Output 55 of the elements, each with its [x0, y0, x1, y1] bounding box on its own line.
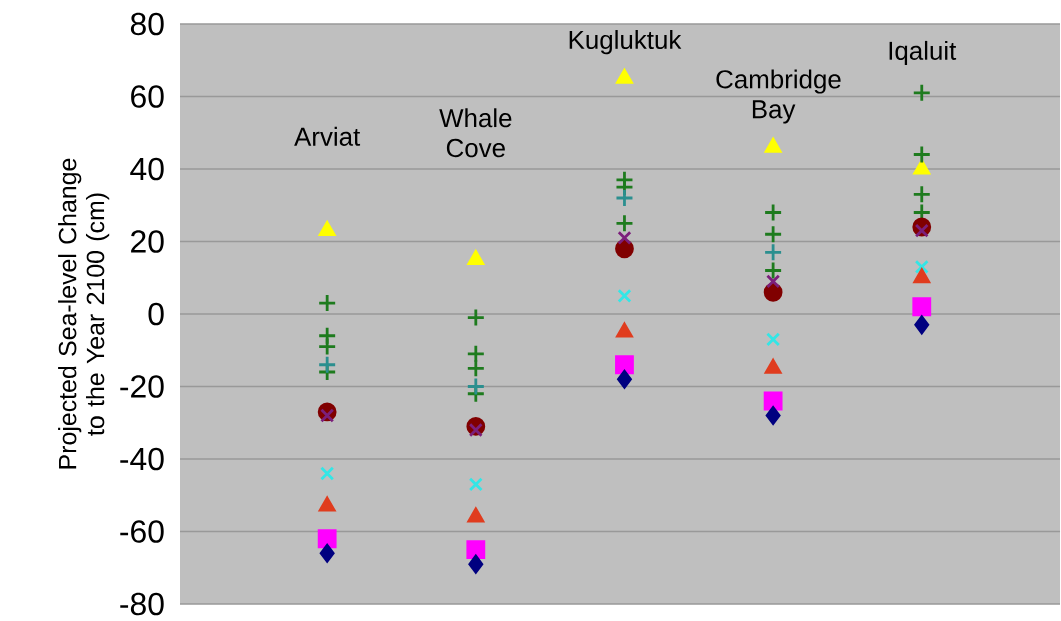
point: [468, 477, 483, 492]
point: [615, 213, 634, 233]
point: [317, 529, 337, 549]
point: [615, 355, 634, 375]
point: [467, 250, 485, 266]
point: [320, 466, 335, 481]
point: [615, 188, 634, 208]
point: [616, 322, 633, 338]
point: [912, 145, 932, 164]
point: [468, 422, 483, 438]
point: [468, 554, 484, 574]
point: [617, 230, 632, 245]
point: [913, 159, 931, 175]
point: [763, 224, 783, 244]
y-tick-label: 80: [130, 12, 164, 36]
point: [763, 203, 783, 222]
y-tick-label: 20: [131, 230, 164, 253]
point: [319, 543, 335, 563]
y-tick-label: 40: [130, 157, 164, 181]
y-tick-label: -60: [120, 520, 164, 543]
point: [763, 261, 783, 280]
point: [617, 288, 632, 303]
y-tick-label: -20: [120, 375, 164, 398]
x-tick-label: Whale Cove: [439, 108, 512, 158]
point: [914, 259, 929, 274]
point: [914, 315, 930, 335]
point: [616, 68, 633, 84]
point: [763, 391, 783, 411]
point: [318, 221, 336, 237]
point: [913, 268, 931, 284]
x-tick-label: Kugluktuk: [569, 30, 682, 55]
x-tick-label: Cambridge Bay: [716, 69, 841, 124]
point: [466, 540, 486, 560]
x-tick-label: Iqaluit: [889, 40, 957, 66]
y-tick-label: -40: [120, 447, 164, 471]
point: [317, 355, 337, 375]
x-tick-label: Arviat: [294, 126, 361, 146]
y-axis-title: Projected Sea-level Change to the Year 2100 (cm): [58, 158, 110, 469]
point: [317, 337, 337, 357]
y-tick-label: 0: [148, 302, 164, 326]
point: [912, 184, 932, 204]
y-tick-label: 60: [131, 85, 164, 108]
point: [764, 137, 782, 153]
point: [763, 242, 783, 262]
point: [466, 377, 486, 396]
point: [912, 83, 932, 103]
point: [317, 293, 337, 313]
point: [617, 369, 632, 389]
point: [466, 358, 486, 378]
point: [912, 297, 932, 317]
y-tick-label: -80: [120, 592, 164, 616]
point: [765, 406, 781, 425]
point: [766, 274, 781, 289]
point: [466, 308, 486, 328]
point: [766, 332, 781, 347]
